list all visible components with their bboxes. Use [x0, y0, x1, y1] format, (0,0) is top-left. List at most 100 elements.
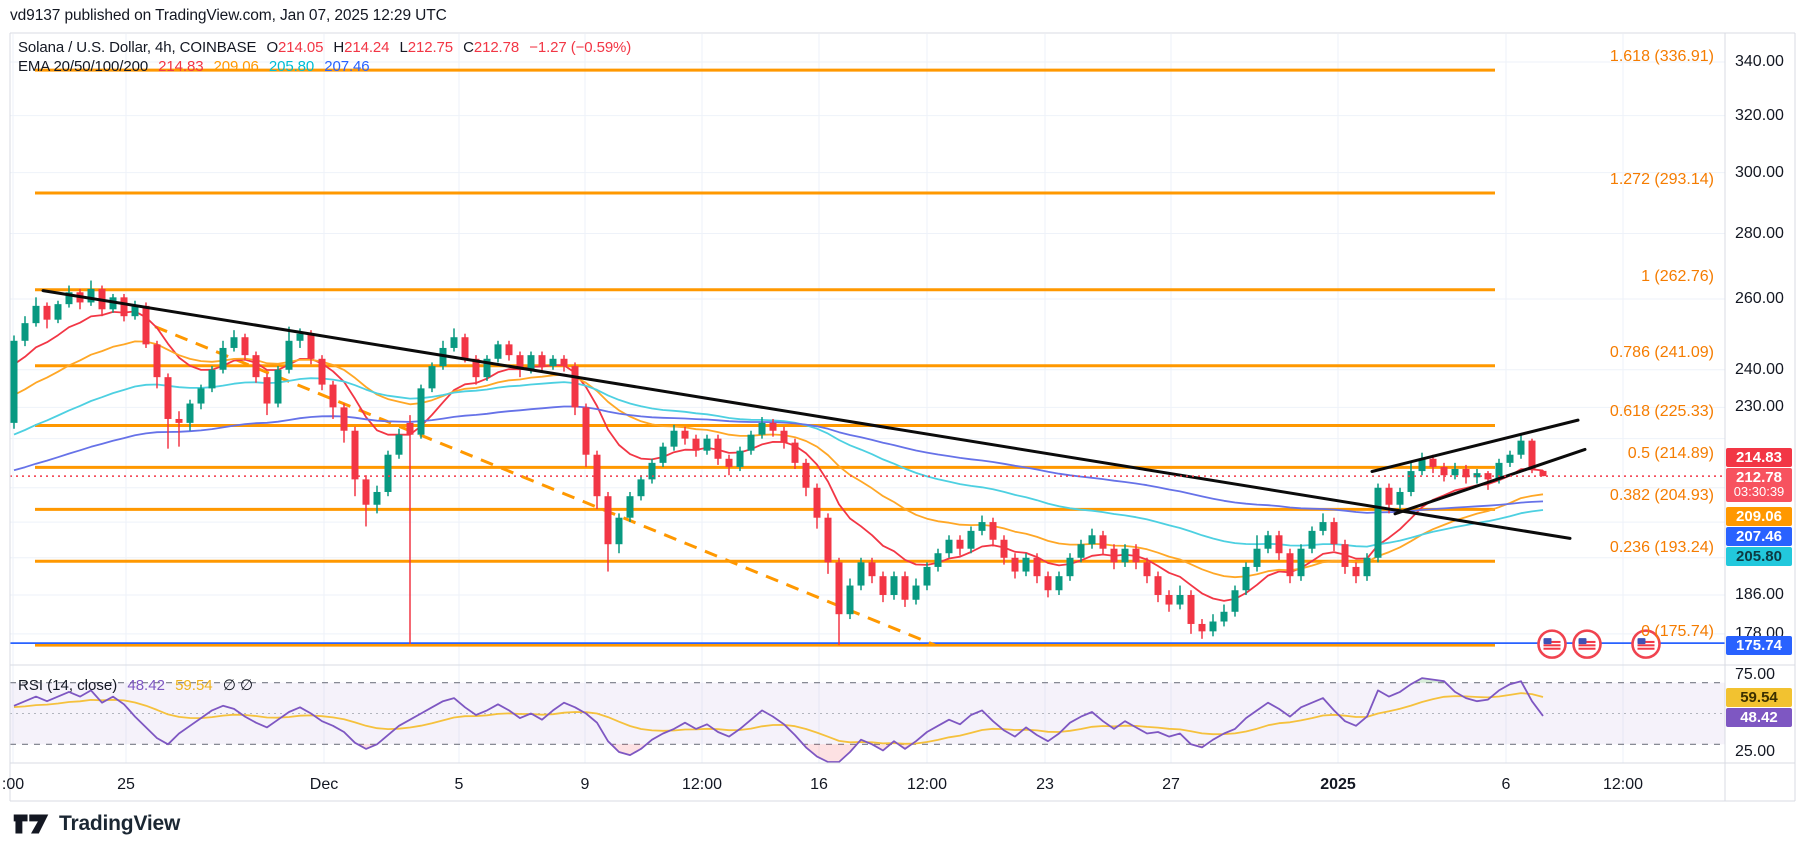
time-axis-label[interactable]: 9: [580, 776, 590, 793]
candle-body: [252, 355, 260, 378]
price-axis-label[interactable]: 320.00: [1735, 106, 1784, 124]
candle-body: [472, 358, 480, 378]
price-axis-label[interactable]: 280.00: [1735, 224, 1784, 242]
candle-body: [736, 450, 744, 467]
rsi-legend: RSI (14, close) 48.42 59.54 ∅ ∅: [18, 676, 259, 694]
candle-body: [274, 369, 282, 404]
wedge-lower-line[interactable]: [1393, 447, 1587, 516]
candle-body: [1209, 621, 1217, 632]
candle-body: [769, 422, 777, 431]
rsi-oversold-fill: [611, 744, 647, 756]
symbol-legend: Solana / U.S. Dollar, 4h, COINBASE O214.…: [18, 39, 631, 56]
time-axis-label[interactable]: 12:00: [906, 776, 948, 793]
price-axis-label[interactable]: 300.00: [1735, 163, 1784, 181]
ohlc-close: C212.78: [463, 39, 520, 56]
time-axis-label[interactable]: 16: [810, 776, 828, 793]
candle-body: [450, 337, 458, 348]
candle-body: [1451, 469, 1459, 476]
candle-body: [615, 517, 623, 545]
candle-body: [648, 462, 656, 480]
time-axis-label[interactable]: 12:00: [681, 776, 723, 793]
candle-body: [989, 522, 997, 540]
us-flag-icon[interactable]: [1631, 629, 1661, 659]
axis-gutter: [1725, 33, 1804, 801]
candle-body: [1275, 535, 1283, 554]
price-axis-label[interactable]: 340.00: [1735, 53, 1784, 70]
time-axis-label[interactable]: :00: [1, 776, 25, 793]
dashed-trendline[interactable]: [154, 325, 936, 647]
candle-body: [87, 288, 95, 303]
time-axis-label[interactable]: Dec: [309, 776, 339, 793]
candle-body: [329, 384, 337, 408]
candle-body: [120, 297, 128, 317]
candle-body: [428, 366, 436, 389]
price-scale-badge: 175.74: [1726, 636, 1792, 655]
price-axis-label[interactable]: 230.00: [1735, 398, 1784, 416]
candle-body: [1187, 594, 1195, 624]
price-axis-label[interactable]: 186.00: [1735, 585, 1784, 603]
tradingview-logo[interactable]: TradingView: [12, 811, 180, 837]
candle-body: [538, 355, 546, 367]
candle-body: [582, 407, 590, 455]
candle-body: [868, 562, 876, 577]
candle-body: [32, 305, 40, 324]
tradingview-logo-mark: [13, 814, 49, 834]
candle-body: [1374, 487, 1382, 558]
time-axis-label[interactable]: 23: [1036, 776, 1054, 793]
candle-body: [1176, 594, 1184, 605]
candle-body: [175, 418, 183, 423]
tradingview-logo-text: TradingView: [59, 812, 181, 835]
price-scale-badge: 212.78 03:30:39: [1726, 468, 1792, 502]
candle-body: [1110, 548, 1118, 563]
time-axis-label[interactable]: 27: [1162, 776, 1180, 793]
candle-body: [263, 377, 271, 404]
candle-body: [956, 539, 964, 549]
rsi-ma-line: [13, 692, 1544, 745]
ohlc-open: O214.05: [266, 39, 324, 56]
candle-body: [197, 388, 205, 404]
rsi-axis-label[interactable]: 25.00: [1735, 743, 1776, 760]
candle-body: [879, 576, 887, 595]
candle-body: [1066, 557, 1074, 577]
candle-body: [1517, 440, 1525, 455]
rsi-hidden-bands: ∅ ∅: [222, 677, 254, 694]
rsi-axis-label[interactable]: 75.00: [1735, 666, 1776, 683]
candle-body: [1319, 522, 1327, 531]
candle-body: [153, 344, 161, 378]
candle-body: [54, 304, 62, 320]
candle-body: [406, 422, 414, 435]
time-axis-label[interactable]: 12:00: [1602, 776, 1644, 793]
candle-body: [1385, 487, 1393, 505]
fib-level-label: 1 (262.76): [1641, 267, 1714, 285]
us-flag-icon[interactable]: [1537, 629, 1567, 659]
candle-body: [714, 438, 722, 459]
candle-body: [1099, 535, 1107, 549]
candle-body: [1506, 454, 1514, 463]
wedge-upper-line[interactable]: [1370, 418, 1580, 473]
price-scale-badge: 59.54: [1726, 688, 1792, 707]
price-scale-badge: 209.06: [1726, 507, 1792, 526]
candle-body: [1000, 539, 1008, 558]
time-axis-label[interactable]: 5: [454, 776, 464, 793]
time-axis-label[interactable]: 25: [117, 776, 135, 793]
candle-body: [461, 337, 469, 359]
candle-body: [164, 377, 172, 419]
candle-body: [230, 337, 238, 348]
time-axis-label[interactable]: 6: [1501, 776, 1511, 793]
price-scale-badge: 48.42: [1726, 708, 1792, 727]
price-axis-label[interactable]: 260.00: [1735, 290, 1784, 308]
candle-body: [1055, 576, 1063, 591]
candle-body: [670, 430, 678, 447]
fib-level-label: 0.5 (214.89): [1627, 445, 1714, 463]
fib-level-label: 0 (175.74): [1641, 623, 1714, 641]
candle-body: [758, 422, 766, 435]
price-axis-label[interactable]: 240.00: [1735, 360, 1784, 378]
candle-body: [1253, 548, 1261, 567]
time-axis-label[interactable]: 2025: [1320, 776, 1356, 793]
candle-body: [1198, 623, 1206, 632]
candle-body: [241, 337, 249, 356]
descending-trendline[interactable]: [41, 289, 1572, 540]
us-flag-icon[interactable]: [1572, 629, 1602, 659]
candle-body: [1418, 458, 1426, 472]
